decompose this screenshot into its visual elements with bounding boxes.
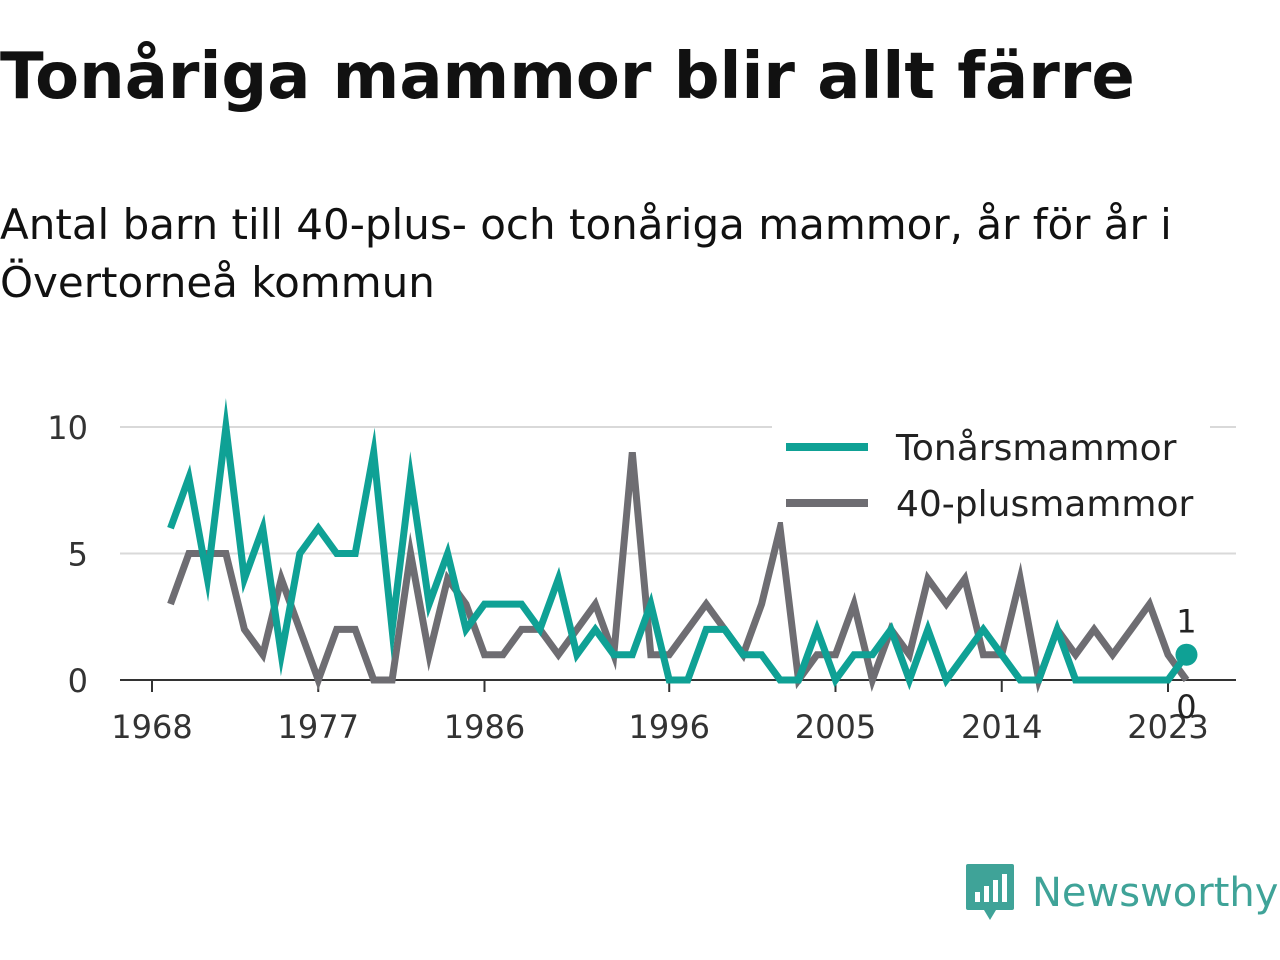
x-tick-label: 1986 bbox=[444, 708, 525, 746]
newsworthy-logo-icon bbox=[966, 864, 1014, 920]
y-tick-label: 10 bbox=[47, 409, 88, 447]
x-tick-label: 1996 bbox=[629, 708, 710, 746]
series-lines bbox=[167, 398, 1190, 694]
y-axis-ticks: 0 5 10 bbox=[47, 409, 88, 700]
x-tick-label: 2014 bbox=[961, 708, 1042, 746]
end-point-tonarsmammor bbox=[1175, 643, 1198, 666]
series-line-tonarsmammor bbox=[167, 398, 1190, 691]
chart-subtitle: Antal barn till 40-plus- och tonåriga ma… bbox=[0, 200, 1172, 307]
x-tick-label: 1977 bbox=[278, 708, 359, 746]
end-label-40plusmammor: 0 bbox=[1176, 688, 1196, 726]
y-tick-label: 5 bbox=[68, 536, 88, 574]
legend-label-tonarsmammor: Tonårsmammor bbox=[895, 428, 1177, 469]
end-markers: 10 bbox=[1175, 603, 1198, 726]
legend: Tonårsmammor 40-plusmammor bbox=[772, 420, 1210, 525]
x-axis: 1968 1977 1986 1996 2005 2014 2023 bbox=[111, 679, 1236, 746]
chart-title: Tonåriga mammor blir allt färre bbox=[0, 40, 1135, 114]
end-label-tonarsmammor: 1 bbox=[1176, 603, 1196, 641]
y-tick-label: 0 bbox=[68, 662, 88, 700]
legend-label-40plusmammor: 40-plusmammor bbox=[896, 484, 1194, 525]
brand-name: Newsworthy bbox=[1032, 870, 1279, 916]
x-tick-label: 1968 bbox=[111, 708, 192, 746]
series-line-40plusmammor bbox=[167, 451, 1190, 694]
brand-logo: Newsworthy bbox=[964, 862, 1278, 924]
x-tick-label: 2023 bbox=[1127, 708, 1208, 746]
x-tick-label: 2005 bbox=[795, 708, 876, 746]
